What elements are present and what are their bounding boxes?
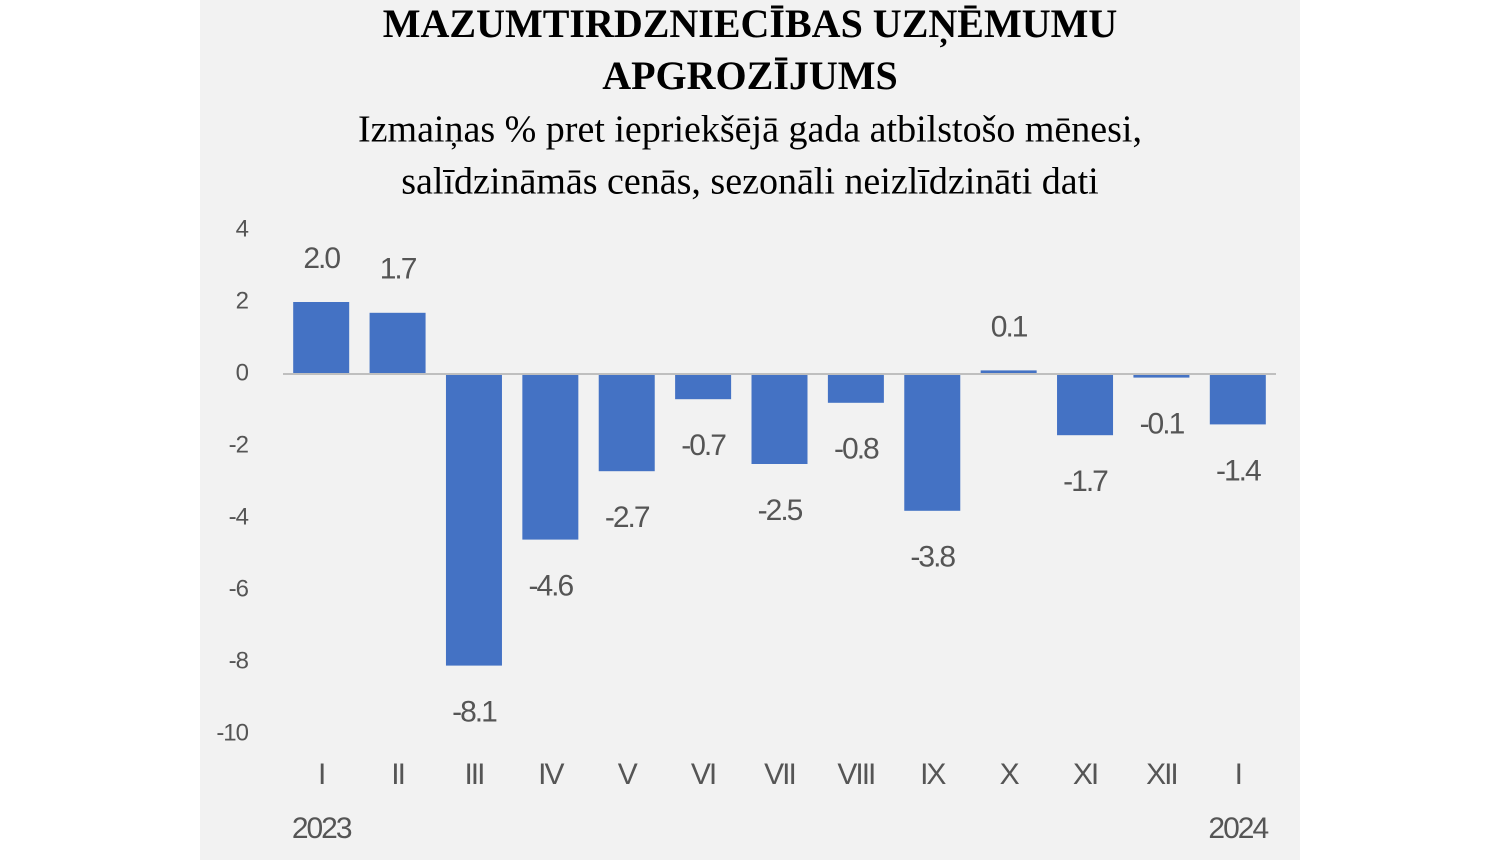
data-label: -0.8 xyxy=(834,433,879,466)
bar xyxy=(598,374,655,472)
y-tick-label: -4 xyxy=(229,503,249,530)
bar xyxy=(827,374,884,403)
y-tick-label: 4 xyxy=(236,215,249,242)
bar xyxy=(751,374,808,464)
x-tick-label: VI xyxy=(691,758,715,791)
y-tick-label: -8 xyxy=(229,647,249,674)
y-tick-label: -2 xyxy=(229,431,249,458)
x-tick-label: VIII xyxy=(837,758,874,791)
bar xyxy=(445,374,502,666)
chart-title: MAZUMTIRDZNIECĪBAS UZŅĒMUMU xyxy=(383,1,1117,48)
bar xyxy=(369,312,426,374)
bar xyxy=(904,374,961,511)
chart-subtitle: salīdzināmās cenās, sezonāli neizlīdzinā… xyxy=(401,161,1098,203)
y-tick-label: -6 xyxy=(229,575,249,602)
data-label: -4.6 xyxy=(528,570,573,603)
bar xyxy=(522,374,579,540)
y-tick-label: -10 xyxy=(216,719,248,746)
bar xyxy=(293,302,350,374)
data-label: 2.0 xyxy=(303,242,340,275)
data-label: -3.8 xyxy=(910,541,955,574)
y-tick-label: 2 xyxy=(236,287,249,314)
x-tick-label: XI xyxy=(1073,758,1097,791)
data-label: -2.7 xyxy=(605,501,650,534)
data-label: -0.1 xyxy=(1140,408,1185,441)
bar xyxy=(1133,374,1190,378)
bar xyxy=(675,374,732,400)
year-label: 2024 xyxy=(1208,812,1268,845)
x-tick-label: IV xyxy=(538,758,564,791)
chart-title: APGROZĪJUMS xyxy=(602,53,898,98)
x-tick-label: II xyxy=(391,758,404,791)
x-tick-label: IX xyxy=(920,758,946,791)
x-tick-label: III xyxy=(464,758,483,791)
bar xyxy=(1057,374,1114,436)
x-tick-label: I xyxy=(1235,758,1241,791)
data-label: 1.7 xyxy=(380,253,417,286)
data-label: -1.4 xyxy=(1216,454,1261,487)
x-tick-label: VII xyxy=(764,758,795,791)
bar xyxy=(1209,374,1266,425)
bar xyxy=(980,370,1037,374)
data-label: -0.7 xyxy=(681,429,726,462)
x-tick-label: I xyxy=(318,758,324,791)
data-label: 0.1 xyxy=(991,310,1028,343)
chart-subtitle: Izmaiņas % pret iepriekšējā gada atbilst… xyxy=(358,109,1142,151)
year-label: 2023 xyxy=(292,812,352,845)
panel xyxy=(200,0,1300,860)
data-label: -1.7 xyxy=(1063,465,1108,498)
x-tick-label: X xyxy=(1000,758,1020,791)
data-label: -2.5 xyxy=(758,494,803,527)
data-label: -8.1 xyxy=(452,696,497,729)
x-tick-label: XII xyxy=(1146,758,1177,791)
x-tick-label: V xyxy=(618,758,638,791)
y-tick-label: 0 xyxy=(236,359,249,386)
